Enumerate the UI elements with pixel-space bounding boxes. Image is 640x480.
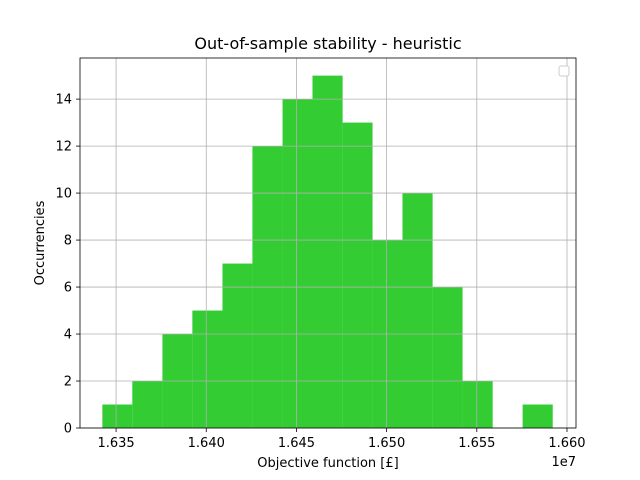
x-tick-label: 1.655 — [458, 436, 495, 451]
plot-frame — [79, 57, 577, 429]
histogram-bar — [282, 99, 313, 428]
histogram-bar — [522, 404, 553, 428]
x-axis-label: Objective function [£] — [257, 456, 398, 471]
y-tick-label: 4 — [64, 328, 72, 343]
y-tick-label: 2 — [64, 375, 72, 390]
x-axis-offset-label: 1e7 — [551, 455, 576, 470]
y-tick-label: 6 — [64, 281, 72, 296]
y-tick-label: 8 — [64, 234, 72, 249]
y-axis-label: Occurrencies — [33, 200, 48, 285]
y-tick-label: 10 — [55, 187, 72, 202]
chart-title: Out-of-sample stability - heuristic — [194, 34, 461, 53]
plot-area — [79, 57, 577, 429]
histogram-bar — [432, 287, 463, 428]
histogram-bar — [102, 404, 133, 428]
grid-lines — [80, 58, 576, 429]
histogram-bar — [462, 381, 493, 428]
x-tick-label: 1.650 — [368, 436, 405, 451]
histogram-bar — [192, 310, 223, 428]
x-tick-label: 1.645 — [278, 436, 315, 451]
histogram-bar — [402, 193, 433, 428]
x-tick-label: 1.640 — [188, 436, 225, 451]
histogram-bar — [342, 122, 373, 428]
x-tick-label: 1.660 — [548, 436, 585, 451]
y-axis-ticks: 0 2 4 6 8 10 12 14 — [55, 93, 80, 437]
histogram-bar — [312, 75, 343, 428]
y-tick-label: 12 — [55, 140, 72, 155]
x-axis-ticks: 1.635 1.640 1.645 1.650 1.655 1.660 — [97, 428, 586, 451]
legend-box — [558, 65, 570, 77]
histogram-bar — [132, 381, 163, 428]
y-tick-label: 14 — [55, 93, 72, 108]
y-tick-label: 0 — [64, 422, 72, 437]
histogram-bar — [222, 263, 253, 428]
x-tick-label: 1.635 — [97, 436, 134, 451]
